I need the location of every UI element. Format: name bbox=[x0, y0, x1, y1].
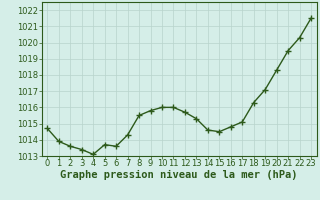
X-axis label: Graphe pression niveau de la mer (hPa): Graphe pression niveau de la mer (hPa) bbox=[60, 170, 298, 180]
